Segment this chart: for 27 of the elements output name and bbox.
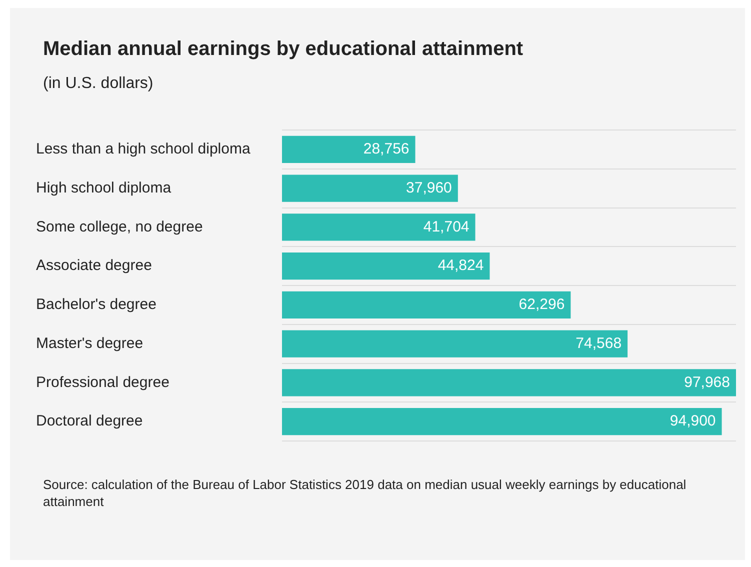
y-tick-label: High school diploma [36,179,172,196]
data-label: 97,968 [684,374,730,391]
bar [282,408,722,436]
bar [282,369,736,396]
y-tick-label: Master's degree [36,334,144,352]
y-tick-label: Associate degree [36,257,152,274]
bar [282,291,571,319]
y-tick-label: Bachelor's degree [36,296,156,314]
y-tick-label: Doctoral degree [36,412,143,430]
bar [282,214,476,241]
data-label: 44,824 [438,257,484,274]
source-note: Source: calculation of the Bureau of Labor Statistics 2019 data on median usual weekly earnings by educational attainment [43,476,688,510]
data-label: 37,960 [406,179,452,196]
bar [282,174,458,202]
data-label: 62,296 [518,296,565,314]
bar [282,330,628,358]
data-label: 41,704 [423,218,470,236]
data-label: 28,756 [363,140,410,158]
data-label: 94,900 [670,412,716,430]
bar [282,252,490,280]
y-tick-label: Professional degree [36,374,170,391]
bar [282,136,416,164]
text: (in U.S. dollars) [43,75,154,93]
y-tick-label: Some college, no degree [36,218,203,236]
y-tick-label: Less than a high school diploma [36,140,251,158]
chart-title: Median annual earnings by educational attainment [43,38,524,61]
data-label: 74,568 [576,334,622,352]
